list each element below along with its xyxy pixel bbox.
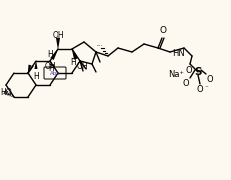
Text: O: O: [182, 79, 188, 88]
Text: ....: ....: [96, 42, 102, 46]
Text: ⁻: ⁻: [204, 85, 208, 91]
Polygon shape: [28, 65, 31, 73]
Text: HO: HO: [0, 87, 12, 96]
Text: Na⁺: Na⁺: [167, 69, 183, 78]
Polygon shape: [50, 49, 58, 60]
Text: S: S: [193, 67, 201, 77]
Text: HN: HN: [171, 48, 184, 57]
Text: H̅: H̅: [48, 64, 54, 73]
Text: H: H: [47, 50, 53, 59]
Text: O: O: [185, 66, 191, 75]
Text: O: O: [159, 26, 166, 35]
Text: O: O: [196, 85, 202, 94]
Polygon shape: [72, 49, 78, 60]
Text: OH: OH: [52, 31, 64, 40]
Text: Abs: Abs: [50, 71, 60, 75]
Text: O: O: [206, 75, 213, 84]
Text: OH: OH: [44, 62, 56, 71]
Text: OH: OH: [77, 62, 88, 71]
Text: H: H: [33, 72, 39, 81]
Text: H̅: H̅: [70, 57, 76, 66]
Polygon shape: [56, 38, 60, 49]
Polygon shape: [34, 61, 37, 69]
